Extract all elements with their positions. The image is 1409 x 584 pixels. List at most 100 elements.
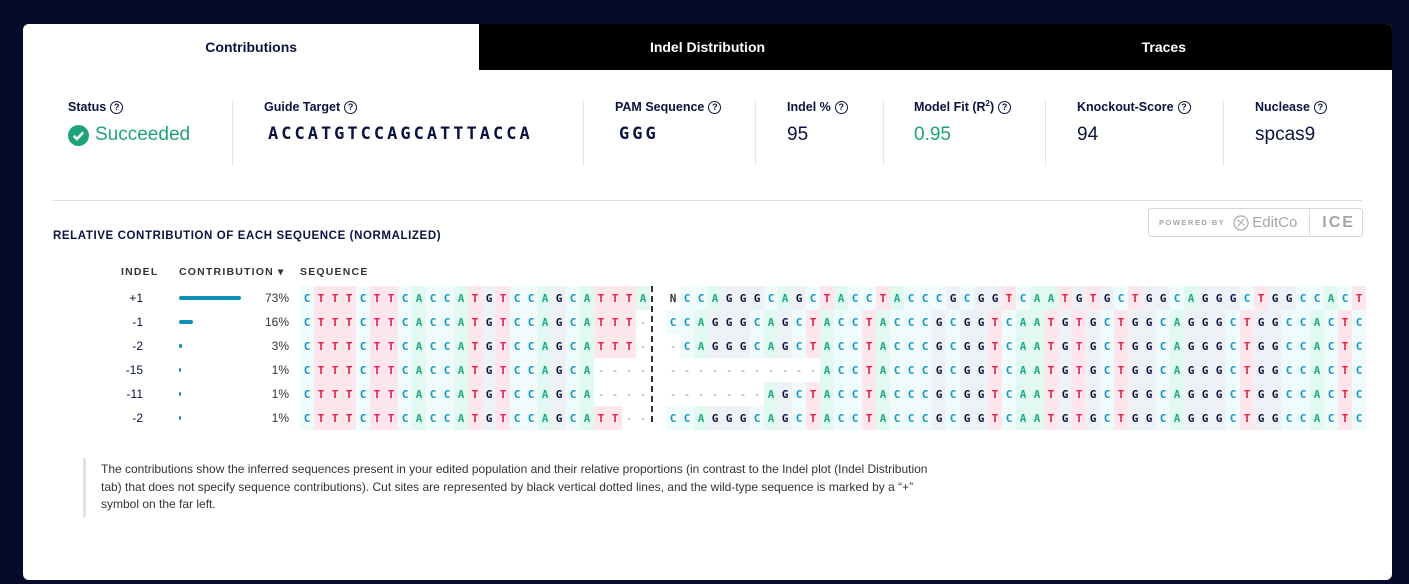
base-cell: C <box>300 334 314 358</box>
base-cell: C <box>440 406 454 430</box>
base-cell: T <box>1338 334 1352 358</box>
column-header-contribution[interactable]: CONTRIBUTION ▾ <box>179 266 285 278</box>
base-cell: C <box>1226 310 1240 334</box>
help-icon[interactable]: ? <box>834 100 848 114</box>
base-cell: C <box>680 406 694 430</box>
contribution-bar <box>179 320 193 324</box>
base-cell: C <box>904 286 918 310</box>
base-cell: G <box>1156 286 1170 310</box>
base-cell: C <box>1226 406 1240 430</box>
base-cell: A <box>694 406 708 430</box>
base-cell: T <box>370 358 384 382</box>
base-cell: C <box>946 382 960 406</box>
base-cell: C <box>764 286 778 310</box>
indel-value: -2 <box>132 339 143 353</box>
base-cell: G <box>1058 406 1072 430</box>
base-cell: G <box>482 382 496 406</box>
help-icon[interactable]: ? <box>998 100 1012 114</box>
base-cell: G <box>974 406 988 430</box>
base-cell: T <box>1044 310 1058 334</box>
base-cell: T <box>328 286 342 310</box>
base-cell: A <box>820 382 834 406</box>
metric-label: Model Fit (R2) <box>914 99 994 114</box>
indel-value: -11 <box>126 387 143 401</box>
base-cell: C <box>510 406 524 430</box>
base-cell: T <box>594 286 608 310</box>
base-cell: C <box>1100 310 1114 334</box>
base-cell: C <box>1324 382 1338 406</box>
help-icon[interactable]: ? <box>344 100 358 114</box>
gap-cell: - <box>625 387 633 401</box>
base-cell: G <box>1184 358 1198 382</box>
base-cell: T <box>1254 286 1268 310</box>
base-cell: C <box>426 406 440 430</box>
base-cell: T <box>608 286 622 310</box>
base-cell: C <box>1352 310 1366 334</box>
base-cell: G <box>1212 334 1226 358</box>
contribution-percent: 1% <box>271 387 289 401</box>
base-cell: G <box>1142 310 1156 334</box>
contribution-percent: 3% <box>271 339 289 353</box>
base-cell: C <box>524 286 538 310</box>
base-cell: A <box>412 406 426 430</box>
base-cell: C <box>806 286 820 310</box>
sort-descending-icon: ▾ <box>278 266 285 278</box>
base-cell: T <box>1044 334 1058 358</box>
model-fit-label-end: ) <box>989 100 995 115</box>
base-cell: C <box>1100 406 1114 430</box>
base-cell: G <box>708 310 722 334</box>
base-cell: G <box>1072 286 1086 310</box>
indel-value: -2 <box>132 411 143 425</box>
base-cell: T <box>1338 310 1352 334</box>
base-cell: T <box>468 310 482 334</box>
base-cell: C <box>566 382 580 406</box>
tab-contributions[interactable]: Contributions <box>23 24 480 70</box>
help-icon[interactable]: ? <box>1313 100 1327 114</box>
base-cell: C <box>750 310 764 334</box>
base-cell: T <box>1114 358 1128 382</box>
base-cell: G <box>1198 382 1212 406</box>
base-cell: T <box>314 286 328 310</box>
base-cell: T <box>1058 286 1072 310</box>
base-cell: G <box>778 334 792 358</box>
base-cell: C <box>1296 382 1310 406</box>
base-cell: G <box>988 286 1002 310</box>
base-cell: T <box>988 310 1002 334</box>
base-cell: C <box>680 286 694 310</box>
base-cell: C <box>1282 382 1296 406</box>
tab-traces[interactable]: Traces <box>935 24 1392 70</box>
gap-cell: - <box>625 363 633 377</box>
help-icon[interactable]: ? <box>110 100 124 114</box>
gap-cell: - <box>625 411 633 425</box>
base-cell: C <box>666 406 680 430</box>
base-cell: C <box>1100 334 1114 358</box>
base-cell: T <box>862 382 876 406</box>
base-cell: G <box>1128 334 1142 358</box>
base-cell: C <box>1170 286 1184 310</box>
gap-cell: - <box>639 315 647 329</box>
base-cell: T <box>496 406 510 430</box>
tab-indel-distribution[interactable]: Indel Distribution <box>479 24 936 70</box>
help-icon[interactable]: ? <box>1177 100 1191 114</box>
base-cell: T <box>988 358 1002 382</box>
gap-cell: - <box>683 387 691 401</box>
base-cell: C <box>904 406 918 430</box>
base-cell: C <box>398 334 412 358</box>
base-cell: G <box>736 286 750 310</box>
base-cell: G <box>1086 358 1100 382</box>
base-cell: A <box>1324 286 1338 310</box>
base-cell: T <box>1044 358 1058 382</box>
base-cell: G <box>974 286 988 310</box>
help-icon[interactable]: ? <box>708 100 722 114</box>
base-cell: G <box>552 382 566 406</box>
base-cell: A <box>876 382 890 406</box>
base-cell: T <box>1352 286 1366 310</box>
metric-pam-sequence: PAM Sequence? GGG <box>615 96 722 168</box>
metric-label: Status <box>68 100 107 114</box>
base-cell: C <box>1282 334 1296 358</box>
base-cell: T <box>1338 382 1352 406</box>
base-cell: T <box>862 310 876 334</box>
base-cell: T <box>806 406 820 430</box>
